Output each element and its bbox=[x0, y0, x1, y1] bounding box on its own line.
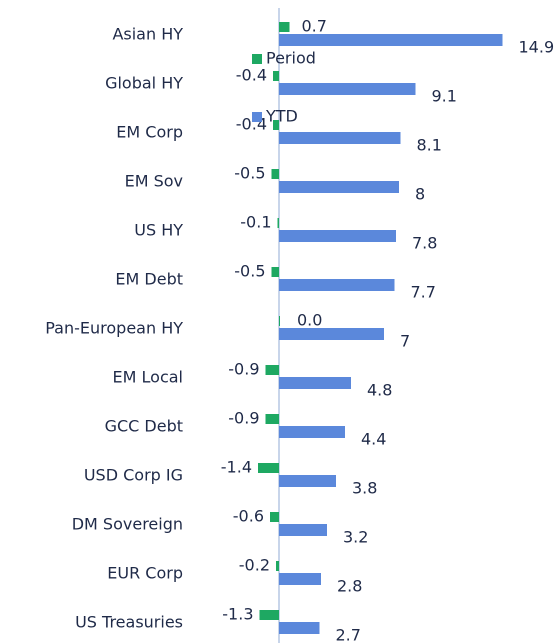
bar bbox=[279, 524, 327, 536]
legend-swatch bbox=[252, 54, 262, 64]
bar bbox=[279, 230, 396, 242]
bar bbox=[258, 463, 279, 473]
data-label: 2.7 bbox=[336, 626, 361, 643]
legend-swatch bbox=[252, 112, 262, 122]
bar bbox=[277, 218, 279, 228]
data-label: -0.9 bbox=[228, 360, 259, 379]
data-label: 2.8 bbox=[337, 577, 362, 596]
data-label: 0.7 bbox=[302, 17, 327, 36]
data-label: -1.3 bbox=[222, 605, 253, 624]
category-label: EM Local bbox=[113, 368, 183, 387]
bar bbox=[279, 181, 399, 193]
bar bbox=[279, 377, 351, 389]
data-label: 4.8 bbox=[367, 381, 392, 400]
data-label: -0.2 bbox=[239, 556, 270, 575]
data-label: 7.8 bbox=[412, 234, 437, 253]
bar bbox=[273, 120, 279, 130]
bar bbox=[270, 512, 279, 522]
bar bbox=[279, 83, 416, 95]
bar bbox=[279, 426, 345, 438]
data-label: -0.4 bbox=[236, 115, 267, 134]
bar bbox=[279, 279, 395, 291]
bar bbox=[279, 622, 320, 634]
category-label: EUR Corp bbox=[107, 564, 183, 583]
data-label: 8.1 bbox=[417, 136, 442, 155]
legend-label: Period bbox=[266, 49, 316, 68]
legend-label: YTD bbox=[265, 107, 298, 126]
bar bbox=[279, 328, 384, 340]
category-label: GCC Debt bbox=[105, 417, 183, 436]
data-label: 8 bbox=[415, 185, 425, 204]
data-label: 4.4 bbox=[361, 430, 386, 449]
data-label: -0.1 bbox=[240, 213, 271, 232]
bar bbox=[259, 610, 279, 620]
data-label: 9.1 bbox=[432, 87, 457, 106]
bar bbox=[265, 365, 279, 375]
data-label: 0.0 bbox=[297, 311, 322, 330]
bar bbox=[279, 132, 401, 144]
category-label: EM Debt bbox=[115, 270, 183, 289]
data-label: -0.6 bbox=[233, 507, 264, 526]
category-label: US HY bbox=[134, 221, 183, 240]
data-label: -0.4 bbox=[236, 66, 267, 85]
bar bbox=[271, 169, 279, 179]
bar bbox=[271, 267, 279, 277]
data-label: -0.5 bbox=[234, 262, 265, 281]
category-label: DM Sovereign bbox=[72, 515, 183, 534]
bar bbox=[279, 34, 503, 46]
data-label: -1.4 bbox=[221, 458, 252, 477]
data-label: -0.9 bbox=[228, 409, 259, 428]
data-label: -0.5 bbox=[234, 164, 265, 183]
bar bbox=[279, 22, 290, 32]
data-label: 3.8 bbox=[352, 479, 377, 498]
category-label: Global HY bbox=[105, 74, 183, 93]
data-label: 14.9 bbox=[519, 38, 555, 57]
category-label: EM Sov bbox=[125, 172, 183, 191]
bar bbox=[276, 561, 279, 571]
category-label: US Treasuries bbox=[75, 613, 183, 632]
category-label: Asian HY bbox=[112, 25, 183, 44]
bar bbox=[279, 475, 336, 487]
bar bbox=[273, 71, 279, 81]
bar bbox=[265, 414, 279, 424]
bar bbox=[279, 573, 321, 585]
data-label: 7.7 bbox=[411, 283, 436, 302]
data-label: 3.2 bbox=[343, 528, 368, 547]
category-label: USD Corp IG bbox=[84, 466, 183, 485]
data-label: 7 bbox=[400, 332, 410, 351]
bar bbox=[279, 316, 280, 326]
category-label: EM Corp bbox=[116, 123, 183, 142]
category-label: Pan-European HY bbox=[45, 319, 183, 338]
